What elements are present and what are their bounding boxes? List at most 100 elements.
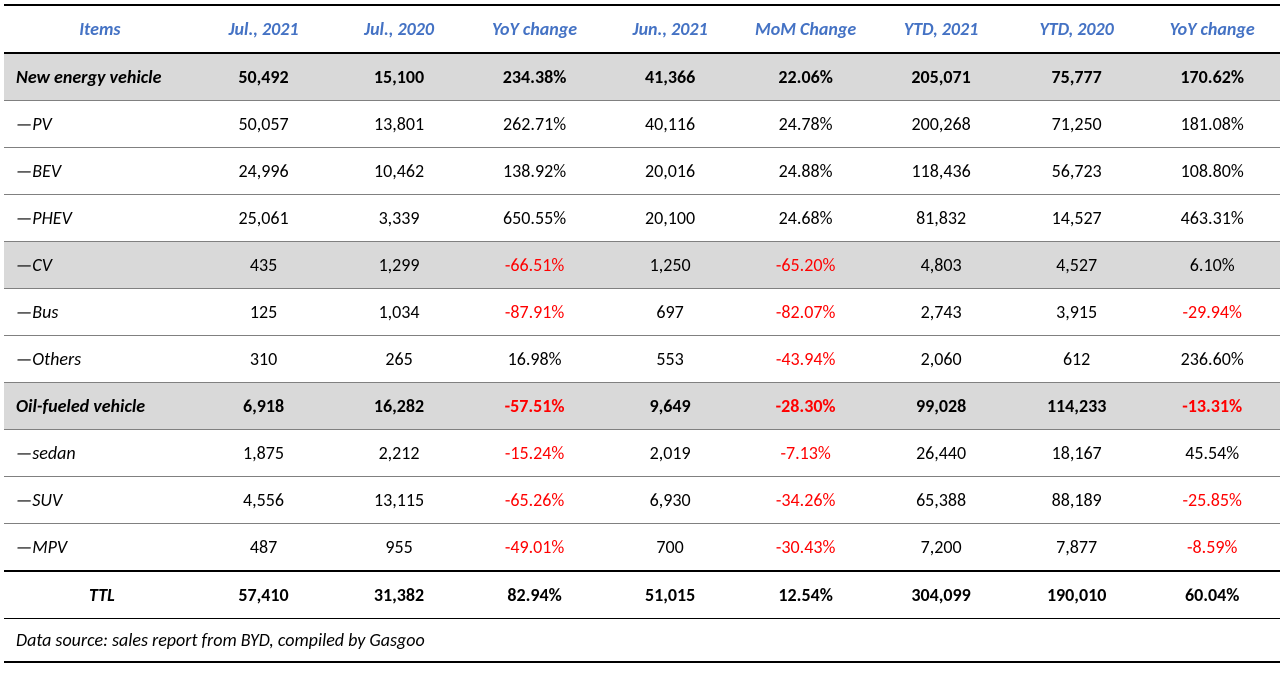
value-cell: 24,996 (196, 148, 332, 195)
item-cell: —Bus (4, 289, 196, 336)
item-cell: New energy vehicle (4, 53, 196, 101)
value-cell: -87.91% (467, 289, 603, 336)
value-cell: 88,189 (1009, 477, 1145, 524)
value-cell: -43.94% (738, 336, 874, 383)
value-cell: 40,116 (602, 101, 738, 148)
value-cell: 463.31% (1144, 195, 1280, 242)
value-cell: 234.38% (467, 53, 603, 101)
total-value-cell: 60.04% (1144, 571, 1280, 619)
value-cell: -30.43% (738, 524, 874, 572)
col-header-jul2021: Jul., 2021 (196, 5, 332, 53)
col-header-yoy2: YoY change (1144, 5, 1280, 53)
value-cell: -13.31% (1144, 383, 1280, 430)
value-cell: 612 (1009, 336, 1145, 383)
value-cell: 13,115 (331, 477, 467, 524)
value-cell: 170.62% (1144, 53, 1280, 101)
value-cell: 45.54% (1144, 430, 1280, 477)
value-cell: 1,299 (331, 242, 467, 289)
total-value-cell: 82.94% (467, 571, 603, 619)
value-cell: 81,832 (873, 195, 1009, 242)
value-cell: 553 (602, 336, 738, 383)
col-header-ytd2021: YTD, 2021 (873, 5, 1009, 53)
value-cell: 7,200 (873, 524, 1009, 572)
value-cell: 16,282 (331, 383, 467, 430)
value-cell: 435 (196, 242, 332, 289)
value-cell: 15,100 (331, 53, 467, 101)
value-cell: 1,034 (331, 289, 467, 336)
value-cell: 14,527 (1009, 195, 1145, 242)
value-cell: 4,556 (196, 477, 332, 524)
value-cell: 71,250 (1009, 101, 1145, 148)
value-cell: 6,918 (196, 383, 332, 430)
value-cell: 262.71% (467, 101, 603, 148)
value-cell: -29.94% (1144, 289, 1280, 336)
value-cell: 4,803 (873, 242, 1009, 289)
value-cell: 114,233 (1009, 383, 1145, 430)
value-cell: 22.06% (738, 53, 874, 101)
total-row: TTL57,41031,38282.94%51,01512.54%304,099… (4, 571, 1280, 619)
value-cell: 125 (196, 289, 332, 336)
value-cell: -66.51% (467, 242, 603, 289)
table-row: —MPV487955-49.01%700-30.43%7,2007,877-8.… (4, 524, 1280, 572)
source-text: Data source: sales report from BYD, comp… (4, 619, 1280, 663)
item-cell: —CV (4, 242, 196, 289)
table-row: —PHEV25,0613,339650.55%20,10024.68%81,83… (4, 195, 1280, 242)
table-row: New energy vehicle50,49215,100234.38%41,… (4, 53, 1280, 101)
item-cell: Oil-fueled vehicle (4, 383, 196, 430)
value-cell: 108.80% (1144, 148, 1280, 195)
table-header-row: Items Jul., 2021 Jul., 2020 YoY change J… (4, 5, 1280, 53)
source-row: Data source: sales report from BYD, comp… (4, 619, 1280, 663)
value-cell: 56,723 (1009, 148, 1145, 195)
value-cell: 24.78% (738, 101, 874, 148)
col-header-mom: MoM Change (738, 5, 874, 53)
value-cell: 50,492 (196, 53, 332, 101)
value-cell: 2,060 (873, 336, 1009, 383)
col-header-ytd2020: YTD, 2020 (1009, 5, 1145, 53)
value-cell: 3,915 (1009, 289, 1145, 336)
item-cell: —Others (4, 336, 196, 383)
value-cell: 118,436 (873, 148, 1009, 195)
value-cell: 700 (602, 524, 738, 572)
value-cell: 1,250 (602, 242, 738, 289)
value-cell: 697 (602, 289, 738, 336)
value-cell: 955 (331, 524, 467, 572)
value-cell: -8.59% (1144, 524, 1280, 572)
total-value-cell: 57,410 (196, 571, 332, 619)
total-value-cell: 304,099 (873, 571, 1009, 619)
table-row: —sedan1,8752,212-15.24%2,019-7.13%26,440… (4, 430, 1280, 477)
value-cell: 24.68% (738, 195, 874, 242)
item-cell: —PHEV (4, 195, 196, 242)
value-cell: -7.13% (738, 430, 874, 477)
value-cell: 75,777 (1009, 53, 1145, 101)
value-cell: 6,930 (602, 477, 738, 524)
value-cell: 10,462 (331, 148, 467, 195)
item-cell: —BEV (4, 148, 196, 195)
value-cell: 181.08% (1144, 101, 1280, 148)
col-header-yoy1: YoY change (467, 5, 603, 53)
value-cell: 65,388 (873, 477, 1009, 524)
col-header-jun2021: Jun., 2021 (602, 5, 738, 53)
value-cell: -28.30% (738, 383, 874, 430)
value-cell: 20,016 (602, 148, 738, 195)
value-cell: 41,366 (602, 53, 738, 101)
table-row: —PV50,05713,801262.71%40,11624.78%200,26… (4, 101, 1280, 148)
value-cell: 1,875 (196, 430, 332, 477)
value-cell: -65.26% (467, 477, 603, 524)
total-label: TTL (4, 571, 196, 619)
value-cell: 487 (196, 524, 332, 572)
value-cell: 24.88% (738, 148, 874, 195)
value-cell: 205,071 (873, 53, 1009, 101)
value-cell: -82.07% (738, 289, 874, 336)
sales-table: Items Jul., 2021 Jul., 2020 YoY change J… (4, 4, 1280, 663)
table-row: —BEV24,99610,462138.92%20,01624.88%118,4… (4, 148, 1280, 195)
value-cell: -15.24% (467, 430, 603, 477)
value-cell: -34.26% (738, 477, 874, 524)
value-cell: 2,743 (873, 289, 1009, 336)
value-cell: 310 (196, 336, 332, 383)
value-cell: 265 (331, 336, 467, 383)
value-cell: 7,877 (1009, 524, 1145, 572)
value-cell: -25.85% (1144, 477, 1280, 524)
col-header-jul2020: Jul., 2020 (331, 5, 467, 53)
value-cell: -65.20% (738, 242, 874, 289)
total-value-cell: 31,382 (331, 571, 467, 619)
